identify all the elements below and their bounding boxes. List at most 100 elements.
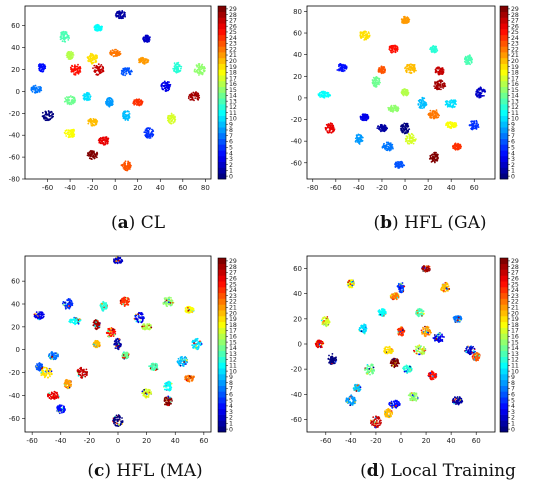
data-point xyxy=(404,67,406,70)
colorbar-tick-label: 10 xyxy=(229,116,237,123)
data-point xyxy=(389,142,392,145)
data-point xyxy=(33,315,36,318)
data-point xyxy=(70,99,73,101)
data-point xyxy=(145,129,148,132)
data-point xyxy=(163,82,165,84)
data-point xyxy=(435,159,437,162)
data-point xyxy=(92,151,95,153)
data-point xyxy=(50,358,53,360)
data-point xyxy=(392,50,395,53)
colorbar-segment xyxy=(500,23,508,30)
data-point xyxy=(450,105,452,108)
data-point xyxy=(97,324,100,326)
data-point xyxy=(98,26,100,29)
data-point xyxy=(326,130,329,133)
data-point xyxy=(477,93,479,95)
data-point xyxy=(146,326,148,329)
data-point xyxy=(67,306,69,309)
data-point xyxy=(431,153,434,156)
cluster-23 xyxy=(120,160,132,172)
data-point xyxy=(405,69,407,72)
data-point xyxy=(72,128,75,131)
data-point xyxy=(440,88,442,91)
data-point xyxy=(150,326,153,329)
data-point xyxy=(194,68,196,71)
data-point xyxy=(445,101,447,103)
data-point xyxy=(68,36,70,39)
data-point xyxy=(405,123,407,126)
data-point xyxy=(187,306,189,309)
data-point xyxy=(106,142,109,145)
data-point xyxy=(88,55,91,58)
data-point xyxy=(133,103,136,106)
data-point xyxy=(475,122,478,125)
data-point xyxy=(102,141,104,144)
data-point xyxy=(193,99,195,102)
cluster-19 xyxy=(86,52,98,65)
data-point xyxy=(89,53,92,55)
data-point xyxy=(98,345,100,348)
data-point xyxy=(90,153,92,156)
data-point xyxy=(135,314,138,317)
data-point xyxy=(116,49,119,52)
data-point xyxy=(122,14,125,16)
data-point xyxy=(124,111,127,114)
data-point xyxy=(127,69,130,72)
data-point xyxy=(198,72,201,75)
data-point xyxy=(77,67,80,70)
data-point xyxy=(89,154,92,157)
data-point xyxy=(74,64,76,67)
data-point xyxy=(327,96,330,98)
data-point xyxy=(127,114,130,116)
data-point xyxy=(198,70,201,73)
data-point xyxy=(454,147,457,150)
data-point xyxy=(419,101,422,104)
data-point xyxy=(434,116,437,119)
data-point xyxy=(76,319,78,322)
data-point xyxy=(72,130,75,132)
data-point xyxy=(126,118,129,121)
data-point xyxy=(363,113,366,116)
data-point xyxy=(473,120,476,123)
data-point xyxy=(140,60,143,63)
data-point xyxy=(380,125,383,127)
data-point xyxy=(406,137,409,140)
data-point xyxy=(110,102,112,105)
data-point xyxy=(409,69,411,71)
colorbar-segment xyxy=(500,57,508,64)
x-ticks: -80 -60 -40 -20 0 20 40 60 xyxy=(307,179,479,192)
data-point xyxy=(179,69,182,72)
data-point xyxy=(475,120,478,123)
data-point xyxy=(176,63,179,65)
cluster-19 xyxy=(359,30,371,41)
data-point xyxy=(114,342,117,345)
data-point xyxy=(403,132,406,135)
data-point xyxy=(441,83,444,85)
data-point xyxy=(410,72,413,74)
data-point xyxy=(354,140,357,142)
panel-c: -60 -40 -20 0 20 40 60-60-40-20020406001234567… xyxy=(9,255,237,445)
data-point xyxy=(472,122,474,125)
data-point xyxy=(99,304,102,307)
data-point xyxy=(433,49,436,51)
data-point xyxy=(68,302,71,305)
data-point xyxy=(95,346,98,349)
y-tick-label: 60 xyxy=(293,30,302,38)
cluster-18 xyxy=(63,128,76,139)
data-point xyxy=(476,95,478,97)
data-point xyxy=(398,161,401,164)
x-tick-label: 60 xyxy=(470,184,479,192)
data-point xyxy=(175,71,178,74)
data-point xyxy=(99,65,102,68)
colorbar-segment xyxy=(218,109,226,116)
plot-frame xyxy=(24,5,212,180)
data-point xyxy=(66,100,69,102)
data-point xyxy=(63,100,66,103)
data-point xyxy=(138,101,140,104)
colorbar-segment xyxy=(500,150,508,157)
data-point xyxy=(98,322,101,325)
cluster-7 xyxy=(30,84,43,94)
data-point xyxy=(381,130,384,132)
data-point xyxy=(184,308,187,310)
y-tick-label: -40 xyxy=(291,138,302,146)
